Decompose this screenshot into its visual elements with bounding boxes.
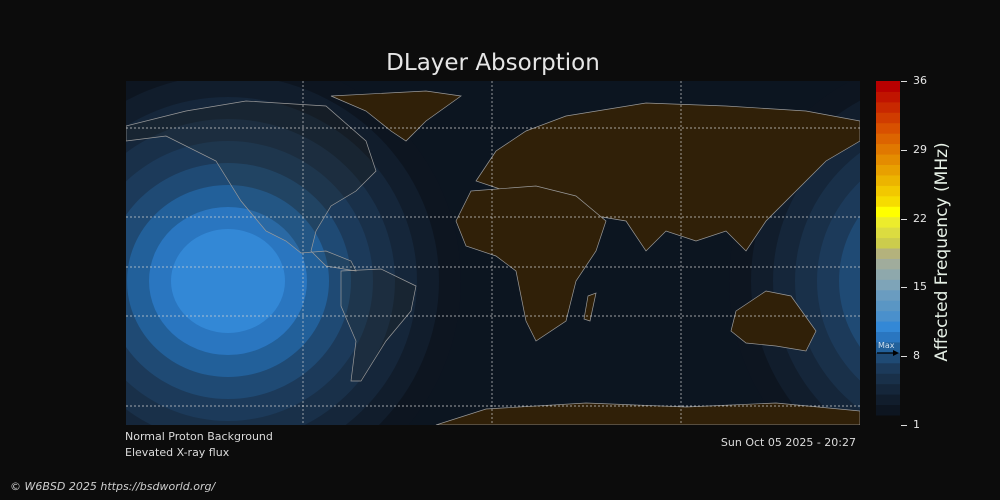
colorbar-band — [876, 352, 900, 364]
colorbar-tick-label: 36 — [913, 74, 927, 87]
colorbar-tick-label: 29 — [913, 142, 927, 156]
absorption-map — [126, 81, 860, 425]
colorbar-tick-label: 15 — [913, 280, 927, 294]
madagascar — [583, 292, 597, 322]
colorbar-band — [876, 143, 900, 155]
max-marker-label: Max — [878, 341, 895, 350]
gridlines — [126, 81, 860, 425]
colorbar-band — [876, 268, 900, 280]
colorbar-band — [876, 394, 900, 406]
colorbar-band — [876, 216, 900, 228]
colorbar-band — [876, 341, 900, 353]
colorbar-band — [876, 258, 900, 270]
colorbar-band — [876, 237, 900, 249]
africa — [455, 185, 607, 342]
colorbar-tick-mark — [901, 149, 907, 151]
land-masses — [126, 90, 860, 425]
colorbar-band — [876, 112, 900, 124]
colorbar-band — [876, 383, 900, 395]
timestamp: Sun Oct 05 2025 - 20:27 — [720, 436, 856, 449]
colorbar-tick-mark — [901, 356, 907, 358]
colorbar-band — [876, 174, 900, 186]
credit: © W6BSD 2025 https://bsdworld.org/ — [10, 480, 216, 493]
colorbar-band — [876, 248, 900, 259]
antarctica — [435, 402, 860, 425]
proton-status: Normal Proton Background — [125, 430, 273, 443]
south-america — [340, 268, 417, 382]
colorbar-band — [876, 362, 900, 374]
colorbar-tick-label: 8 — [913, 349, 920, 363]
colorbar-band — [876, 404, 900, 416]
colorbar-band — [876, 164, 900, 176]
colorbar: Max — [876, 81, 900, 416]
colorbar-band — [876, 206, 900, 218]
chart-title: DLayer Absorption — [386, 50, 600, 76]
xray-status: Elevated X-ray flux — [125, 446, 230, 459]
absorption-contour — [817, 181, 860, 381]
colorbar-band — [876, 91, 900, 103]
colorbar-tick-label: 22 — [913, 211, 927, 225]
colorbar-band — [876, 195, 900, 207]
colorbar-band — [876, 154, 900, 165]
colorbar-band — [876, 122, 900, 134]
australia — [730, 290, 817, 352]
colorbar-band — [876, 279, 900, 291]
colorbar-label: Affected Frequency (MHz) — [932, 142, 952, 362]
north-america — [126, 100, 377, 272]
colorbar-tick-mark — [901, 287, 907, 289]
colorbar-band — [876, 289, 900, 301]
colorbar-band — [876, 81, 900, 92]
colorbar-band — [876, 310, 900, 322]
colorbar-band — [876, 373, 900, 385]
absorption-contours — [126, 81, 860, 425]
colorbar-band — [876, 300, 900, 312]
colorbar-tick-label: 1 — [913, 418, 920, 431]
colorbar-tick-mark — [901, 425, 907, 426]
max-marker-arrowhead — [893, 350, 899, 356]
colorbar-band — [876, 101, 900, 113]
colorbar-band — [876, 321, 900, 332]
colorbar-tick-mark — [901, 81, 907, 82]
colorbar-tick-mark — [901, 218, 907, 220]
greenland — [330, 90, 462, 142]
absorption-contour — [839, 215, 860, 347]
absorption-contour — [171, 229, 285, 333]
colorbar-band — [876, 133, 900, 145]
colorbar-band — [876, 227, 900, 239]
colorbar-band — [876, 185, 900, 197]
colorbar-band — [876, 331, 900, 343]
